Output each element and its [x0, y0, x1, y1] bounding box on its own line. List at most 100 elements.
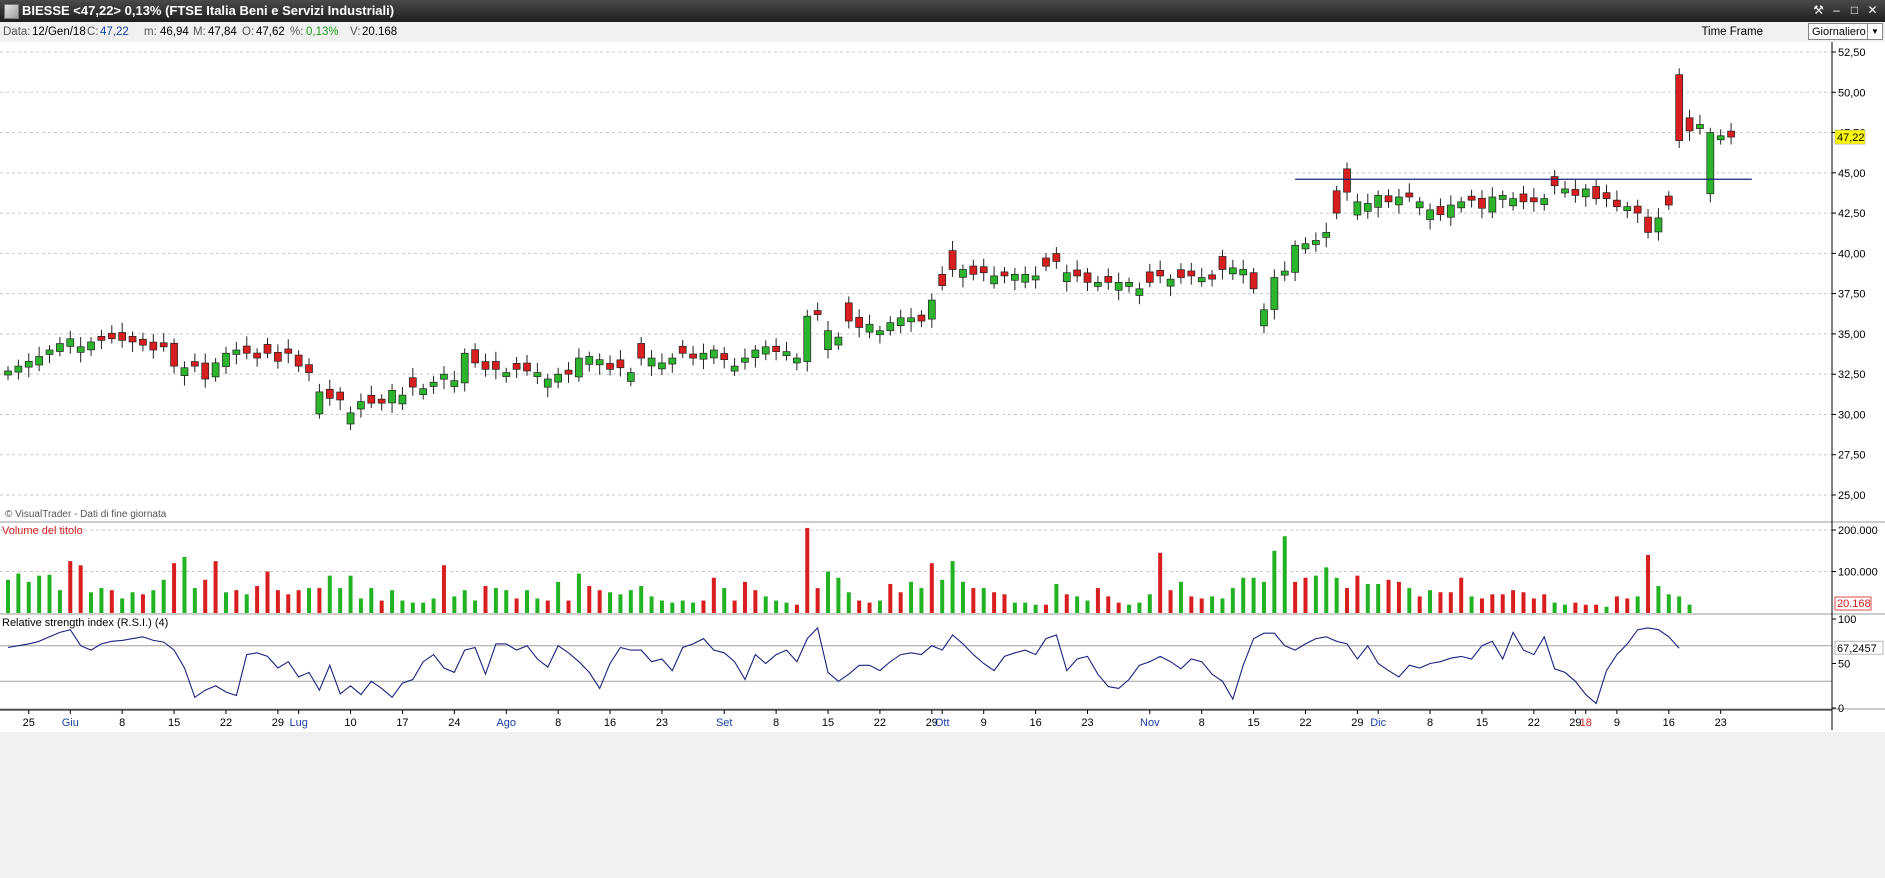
maximize-button[interactable]: □ — [1850, 3, 1859, 17]
high-label: M: — [193, 26, 206, 38]
open-label: O: — [242, 26, 255, 38]
candle-body — [1000, 271, 1009, 277]
x-tick-label: Giu — [62, 717, 79, 729]
candle-body — [699, 352, 708, 360]
price-panel: 52,5050,0047,5045,0042,5040,0037,5035,00… — [0, 47, 1885, 523]
candle-body — [1114, 282, 1123, 291]
candle-body — [87, 341, 95, 351]
volume-bar — [909, 581, 914, 613]
volume-bar — [1407, 588, 1412, 613]
volume-bar — [192, 588, 197, 613]
volume-bar — [659, 600, 664, 613]
candle-body — [315, 391, 324, 415]
candle-body — [1581, 188, 1590, 198]
price-tick-label: 37,50 — [1838, 289, 1866, 301]
volume-bar — [950, 561, 955, 613]
candle-body — [1125, 282, 1133, 287]
candle-body — [76, 346, 85, 353]
volume-bar — [213, 561, 218, 613]
rsi-tick-label: 100 — [1838, 614, 1856, 626]
candle-body — [855, 316, 864, 328]
candle-body — [107, 332, 116, 340]
rsi-line — [7, 626, 1680, 705]
volume-bar — [981, 588, 986, 613]
candle-body — [492, 361, 500, 370]
volume-bar — [462, 590, 467, 613]
volume-bar — [26, 581, 31, 613]
volume-panel: 200.000 100.000 Volume del titolo 20.168 — [0, 525, 1885, 615]
window-title: BIESSE <47,22> 0,13% (FTSE Italia Beni e… — [22, 3, 395, 18]
candle-body — [689, 353, 697, 359]
volume-bar — [47, 574, 52, 613]
candle-body — [170, 342, 178, 367]
volume-bar — [504, 590, 509, 613]
volume-bar — [1531, 598, 1536, 613]
candle-body — [626, 372, 635, 382]
volume-bar — [1511, 590, 1516, 613]
candle-body — [1197, 277, 1206, 283]
candle-body — [1571, 189, 1580, 196]
x-tick-label: 8 — [1199, 717, 1205, 729]
candle-body — [1239, 269, 1248, 276]
volume-bar — [1033, 604, 1038, 613]
rsi-last-label: 67,2457 — [1837, 643, 1877, 655]
candle-body — [294, 354, 303, 367]
price-tick-label: 52,50 — [1838, 47, 1866, 59]
candle-body — [1145, 271, 1154, 283]
percent-value: 0,13% — [306, 26, 339, 38]
volume-bar — [836, 577, 841, 613]
close-button[interactable]: ✕ — [1867, 3, 1878, 17]
volume-bar — [1127, 604, 1132, 613]
candle-body — [346, 412, 355, 425]
volume-bar — [1490, 594, 1495, 613]
volume-bar — [369, 588, 374, 613]
x-tick-label: 29 — [272, 717, 284, 729]
volume-bar — [742, 581, 747, 613]
volume-bar — [535, 598, 540, 613]
candle-body — [325, 388, 334, 399]
volume-bar — [172, 563, 177, 613]
x-tick-label: 16 — [604, 717, 616, 729]
candle-body — [595, 359, 604, 366]
candle-body — [523, 362, 531, 372]
volume-bar — [1614, 596, 1619, 613]
volume-bar — [545, 600, 550, 613]
volume-bar — [774, 600, 779, 613]
price-tick-label: 30,00 — [1838, 409, 1866, 421]
chevron-down-icon[interactable]: ▼ — [1867, 24, 1882, 39]
volume-bar — [1158, 552, 1163, 613]
candle-body — [4, 370, 12, 376]
volume-bar — [1479, 598, 1484, 613]
candle-body — [1343, 168, 1351, 193]
chart-area[interactable]: 52,5050,0047,5045,0042,5040,0037,5035,00… — [0, 42, 1885, 878]
candle-body — [969, 265, 978, 275]
tools-button[interactable]: ⚒ — [1813, 3, 1824, 17]
candle-body — [751, 349, 760, 358]
candle-body — [1478, 197, 1486, 209]
candle-body — [1218, 256, 1227, 270]
date-value: 12/Gen/18 — [32, 26, 86, 38]
candle-body — [917, 314, 926, 322]
volume-bar — [1116, 602, 1121, 613]
low-value: 46,94 — [160, 26, 189, 38]
candle-body — [1374, 195, 1383, 208]
x-tick-label: 9 — [981, 717, 987, 729]
bottom-strip — [0, 732, 1885, 878]
volume-bar — [566, 600, 571, 613]
close-label: C: — [87, 26, 99, 38]
price-tick-label: 50,00 — [1838, 87, 1866, 99]
volume-bar — [753, 590, 758, 613]
candle-body — [1260, 309, 1268, 327]
volume-bar — [888, 583, 893, 613]
copyright-note: © VisualTrader - Dati di fine giornata — [5, 509, 167, 520]
x-tick-label: 16 — [1029, 717, 1041, 729]
volume-bar — [763, 596, 768, 613]
candle-body — [450, 380, 459, 387]
candle-body — [222, 352, 230, 367]
volume-bar — [826, 571, 831, 613]
time-frame-select[interactable]: Giornaliero ▼ — [1808, 23, 1883, 40]
minimize-button[interactable]: – — [1833, 3, 1840, 17]
candle-body — [834, 336, 843, 346]
volume-bar — [1064, 594, 1069, 613]
candle-body — [1436, 206, 1445, 216]
